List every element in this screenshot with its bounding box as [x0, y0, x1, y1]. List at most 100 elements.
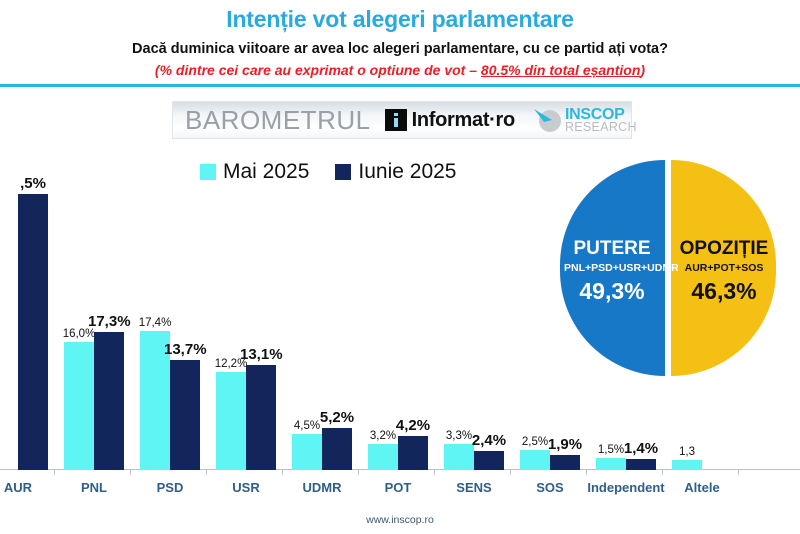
bar-group-sens: 3,3% 2,4% [444, 143, 506, 470]
category-label-sens: SENS [456, 480, 492, 495]
bar-group-sos: 2,5% 1,9% [520, 143, 582, 470]
category-label-aur: AUR [3, 480, 33, 495]
bar-group-pnl: 16,0% 17,3% [63, 143, 131, 470]
category-label-pot: POT [384, 480, 412, 495]
bar-group-pot: 3,2% 4,2% [368, 143, 430, 470]
chart-legend: Mai 2025 Iunie 2025 [200, 160, 482, 184]
axis-tick [130, 470, 131, 475]
sample-note-suffix: ) [640, 62, 646, 78]
bar-usr-mai[interactable] [216, 372, 246, 470]
inscop-wordmark: INSCOP RESEARCH [564, 105, 637, 134]
bar-independent-mai[interactable] [596, 458, 626, 470]
brand-logo-bar: BAROMETRUL Informat·ro INSCOP RESEARCH [172, 101, 637, 139]
bar-psd-iunie[interactable] [170, 360, 200, 470]
bar-sens-mai[interactable] [444, 444, 474, 470]
legend-swatch-mai [200, 164, 216, 180]
page-title: Intenție vot alegeri parlamentare [226, 6, 574, 32]
bar-aur-iunie[interactable] [18, 194, 48, 470]
bar-group-altele: 1,3 [672, 143, 732, 470]
axis-tick [434, 470, 435, 475]
bar-chart: ,5% AUR 16,0% 17,3% PNL 17,4% 13,7% PSD 12,2% 13,… [0, 140, 800, 495]
category-label-altele: Altele [684, 480, 720, 495]
axis-tick [54, 470, 55, 475]
bar-pnl-mai[interactable] [64, 342, 94, 470]
bar-value-psd-iunie: 13,7% [164, 341, 207, 358]
category-label-udmr: UDMR [302, 480, 342, 495]
inscop-name: INSCOP [564, 105, 625, 123]
legend-label-iunie: Iunie 2025 [358, 160, 457, 183]
bar-sos-mai[interactable] [520, 450, 550, 470]
informat-wordmark: Informat·ro [411, 108, 516, 131]
bar-group-udmr: 4,5% 5,2% [292, 143, 354, 470]
category-label-usr: USR [232, 480, 260, 495]
category-label-psd: PSD [156, 480, 184, 495]
category-label-pnl: PNL [81, 480, 107, 495]
pie-opozitie-percent: 46,3% [691, 277, 757, 304]
axis-tick [358, 470, 359, 475]
sample-note: (% dintre cei care au exprimat o optiune… [0, 62, 800, 78]
bar-value-independent-iunie: 1,4% [623, 440, 659, 457]
bar-value-usr-iunie: 13,1% [240, 346, 283, 363]
legend-swatch-iunie [335, 164, 352, 180]
barometrul-wordmark: BAROMETRUL [185, 104, 371, 135]
bar-value-independent-mai: 1,5% [597, 444, 625, 456]
bar-value-aur-iunie: ,5% [20, 175, 46, 192]
bar-sos-iunie[interactable] [550, 455, 580, 470]
header-divider [0, 84, 800, 87]
informat-icon [384, 109, 407, 131]
footer-url: www.inscop.ro [366, 514, 434, 526]
bar-group-psd: 17,4% 13,7% [139, 143, 207, 470]
bar-value-psd-mai: 17,4% [138, 317, 172, 329]
axis-tick [738, 470, 739, 475]
pie-chart: PUTERE PNL+PSD+USR+UDMR 49,3% OPOZIȚIE A… [560, 160, 776, 376]
bar-udmr-mai[interactable] [292, 434, 322, 470]
bar-pot-iunie[interactable] [398, 436, 428, 470]
bar-value-sos-mai: 2,5% [521, 436, 549, 448]
sample-note-prefix: (% dintre cei care au exprimat o optiune… [154, 62, 481, 78]
chart-header: Intenție vot alegeri parlamentare Dacă d… [0, 0, 800, 78]
legend-label-mai: Mai 2025 [223, 160, 310, 183]
bar-value-sens-iunie: 2,4% [471, 432, 507, 449]
inscop-tagline: RESEARCH [564, 119, 637, 134]
pie-putere-title: PUTERE [573, 238, 651, 259]
bar-group-aur: ,5% [0, 143, 48, 470]
axis-tick [662, 470, 663, 475]
inscop-mark-icon [531, 105, 563, 135]
legend-item-mai: Mai 2025 [200, 160, 309, 184]
bar-independent-iunie[interactable] [626, 459, 656, 470]
bar-value-pot-iunie: 4,2% [395, 417, 431, 434]
bar-udmr-iunie[interactable] [322, 428, 352, 470]
axis-tick [206, 470, 207, 475]
bar-pot-mai[interactable] [368, 444, 398, 470]
bar-value-altele-mai: 1,3 [679, 446, 695, 458]
pie-opozitie-title: OPOZIȚIE [679, 238, 769, 259]
bar-value-pot-mai: 3,2% [369, 430, 397, 442]
bar-altele-mai[interactable] [672, 460, 702, 470]
bar-value-udmr-iunie: 5,2% [319, 409, 355, 426]
bar-value-sos-iunie: 1,9% [547, 436, 583, 453]
bar-value-sens-mai: 3,3% [445, 430, 473, 442]
question-subtitle: Dacă duminica viitoare ar avea loc alege… [132, 41, 668, 57]
axis-tick [282, 470, 283, 475]
legend-item-iunie: Iunie 2025 [335, 160, 456, 184]
bar-pnl-iunie[interactable] [94, 332, 124, 470]
bar-psd-mai[interactable] [140, 331, 170, 470]
category-label-sos: SOS [536, 480, 564, 495]
pie-putere-subtitle: PNL+PSD+USR+UDMR [564, 261, 679, 274]
bar-value-pnl-mai: 16,0% [62, 328, 96, 340]
pie-opozitie-subtitle: AUR+POT+SOS [684, 261, 764, 274]
sample-note-emphasis: 80.5% din total eșantion [480, 62, 641, 78]
category-label-independent: Independent [587, 480, 665, 495]
bar-value-pnl-iunie: 17,3% [88, 313, 131, 330]
axis-tick [586, 470, 587, 475]
informat-logo: Informat·ro [384, 108, 516, 132]
bar-value-udmr-mai: 4,5% [293, 420, 321, 432]
pie-putere-percent: 49,3% [579, 277, 645, 304]
bar-group-usr: 12,2% 13,1% [215, 143, 283, 470]
axis-tick [510, 470, 511, 475]
bar-sens-iunie[interactable] [474, 451, 504, 470]
bar-value-usr-mai: 12,2% [214, 358, 248, 370]
pie-label-opozitie: OPOZIȚIE AUR+POT+SOS 46,3% [674, 238, 774, 304]
pie-label-putere: PUTERE PNL+PSD+USR+UDMR 49,3% [564, 238, 679, 304]
bar-usr-iunie[interactable] [246, 365, 276, 470]
